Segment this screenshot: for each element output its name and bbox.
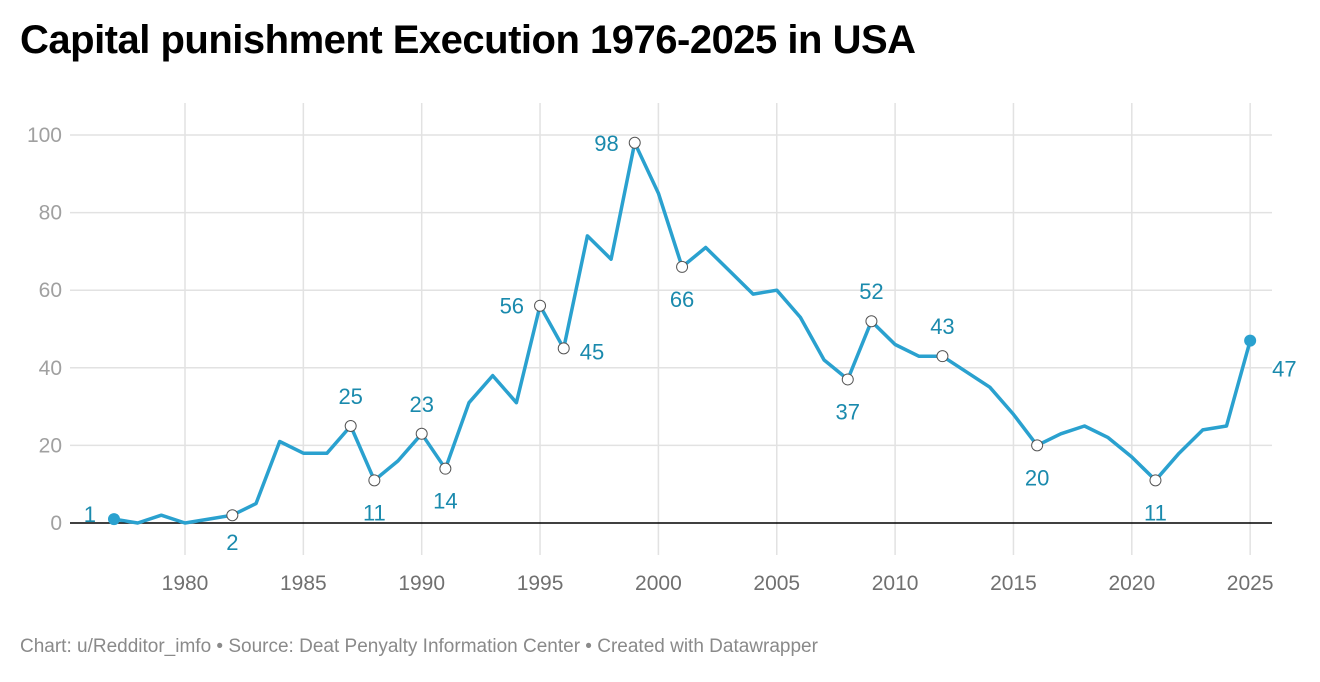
data-label: 47	[1272, 357, 1296, 382]
highlight-marker	[1031, 439, 1044, 452]
x-tick-label: 1995	[517, 572, 564, 595]
highlight-marker	[368, 474, 381, 487]
data-label: 45	[580, 339, 604, 364]
endpoint-marker	[107, 513, 120, 526]
highlight-marker	[557, 342, 570, 355]
x-tick-label: 2020	[1108, 572, 1155, 595]
x-tick-label: 1985	[280, 572, 327, 595]
marker-layer	[107, 136, 1257, 526]
x-tick-label: 1990	[398, 572, 445, 595]
y-tick-label: 80	[39, 202, 62, 225]
data-label: 56	[500, 294, 524, 319]
y-tick-label: 40	[39, 357, 62, 380]
y-tick-label: 20	[39, 434, 62, 457]
x-tick-label: 2025	[1227, 572, 1274, 595]
y-tick-label: 0	[50, 512, 62, 535]
chart-footer: Chart: u/Redditor_imfo • Source: Deat Pe…	[20, 636, 818, 657]
x-tick-label: 2015	[990, 572, 1037, 595]
axis-layer: 0 20 40 60 80 100 1980 1985 1990 1995 2000 2005 2010…	[27, 124, 1274, 595]
data-label: 52	[859, 279, 883, 304]
highlight-marker	[226, 509, 239, 522]
endpoint-marker	[1244, 334, 1257, 347]
grid-layer	[70, 103, 1272, 555]
highlight-marker	[841, 373, 854, 386]
data-label: 1	[84, 502, 96, 527]
highlight-marker	[865, 315, 878, 328]
highlight-marker	[1149, 474, 1162, 487]
data-label: 14	[433, 489, 457, 514]
series-line	[112, 141, 1252, 525]
data-label: 11	[1144, 500, 1167, 525]
highlight-marker	[415, 427, 428, 440]
chart-title: Capital punishment Execution 1976-2025 i…	[20, 18, 916, 62]
y-tick-label: 60	[39, 279, 62, 302]
data-label: 37	[836, 399, 860, 424]
x-tick-label: 2005	[753, 572, 800, 595]
data-label: 2	[226, 530, 238, 555]
data-label: 25	[338, 384, 362, 409]
x-tick-label: 2010	[872, 572, 919, 595]
highlight-marker	[344, 420, 357, 432]
y-tick-label: 100	[27, 124, 62, 147]
x-tick-label: 2000	[635, 572, 682, 595]
data-label-layer: 1 2 25 11 23 14 56 45 98 66 37 52 43 20 11 47	[84, 131, 1297, 555]
highlight-marker	[534, 299, 547, 312]
highlight-marker	[628, 136, 641, 149]
data-label: 43	[930, 314, 954, 339]
data-label: 98	[594, 131, 618, 156]
data-label: 23	[409, 392, 433, 417]
data-label: 20	[1025, 465, 1049, 490]
highlight-marker	[936, 350, 949, 363]
x-tick-label: 1980	[162, 572, 209, 595]
series-layer	[112, 141, 1252, 525]
data-label: 11	[363, 500, 386, 525]
data-label: 66	[670, 287, 694, 312]
highlight-marker	[676, 260, 689, 273]
highlight-marker	[439, 462, 452, 475]
